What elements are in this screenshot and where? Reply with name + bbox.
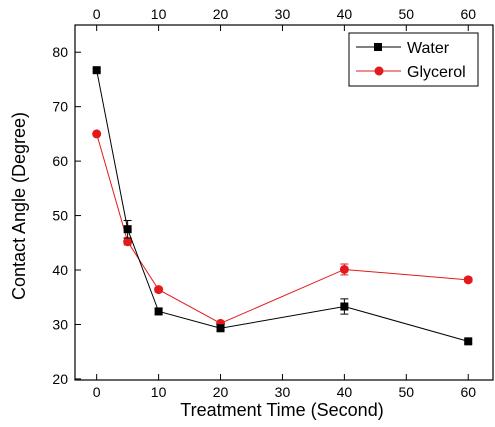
water-series-line [96,70,469,342]
legend-glycerol-label: Glycerol [407,64,466,81]
legend-box [348,32,479,87]
y-axis-tick-label: 20 [52,371,68,387]
glycerol-data-point [154,285,164,295]
water-data-point [92,66,101,75]
y-axis-tick-label: 30 [52,316,68,332]
water-data-point [123,225,132,234]
series-layer [92,66,473,346]
x-axis-tick-label: 30 [275,384,291,400]
top-x-axis-tick-label: 0 [93,6,101,22]
glycerol-data-point [92,129,102,139]
water-data-point [464,337,473,346]
x-axis-tick-label: 10 [151,384,167,400]
x-axis-tick-label: 50 [399,384,415,400]
top-x-axis-tick-label: 20 [213,6,229,22]
glycerol-data-point [123,237,133,247]
x-axis-title: Treatment Time (Second) [180,400,383,420]
water-data-point [216,324,225,333]
top-x-axis-tick-label: 40 [337,6,353,22]
x-axis-tick-label: 20 [213,384,229,400]
plot-area-frame [74,24,494,381]
x-axis-tick-label: 0 [93,384,101,400]
left-y-axis-ticks: 20 30 40 50 60 70 80 [52,44,81,387]
y-axis-title: Contact Angle (Degree) [9,112,29,300]
y-axis-tick-label: 40 [52,262,68,278]
glycerol-data-point [463,275,473,285]
top-x-axis-tick-label: 30 [275,6,291,22]
water-data-point [340,302,349,311]
glycerol-data-point [339,264,349,274]
glycerol-series [92,129,473,328]
top-x-axis-tick-label: 60 [460,6,476,22]
y-axis-tick-label: 50 [52,208,68,224]
top-x-axis-tick-label: 50 [399,6,415,22]
water-series [92,66,473,346]
legend-glycerol-circle-marker [374,66,384,76]
top-x-axis-ticks: 0 10 20 30 40 50 60 [93,6,476,31]
bottom-x-axis-ticks: 0 10 20 30 40 50 60 [93,374,476,400]
legend-water-label: Water [407,40,450,57]
water-data-point [154,307,163,316]
y-axis-tick-label: 60 [52,153,68,169]
glycerol-series-line [96,133,469,324]
x-axis-tick-label: 60 [460,384,476,400]
y-axis-tick-label: 80 [52,44,68,60]
chart-legend: Water Glycerol [348,32,479,87]
x-axis-tick-label: 40 [337,384,353,400]
legend-water-square-marker [374,43,382,51]
y-axis-tick-label: 70 [52,99,68,115]
top-x-axis-tick-label: 10 [151,6,167,22]
